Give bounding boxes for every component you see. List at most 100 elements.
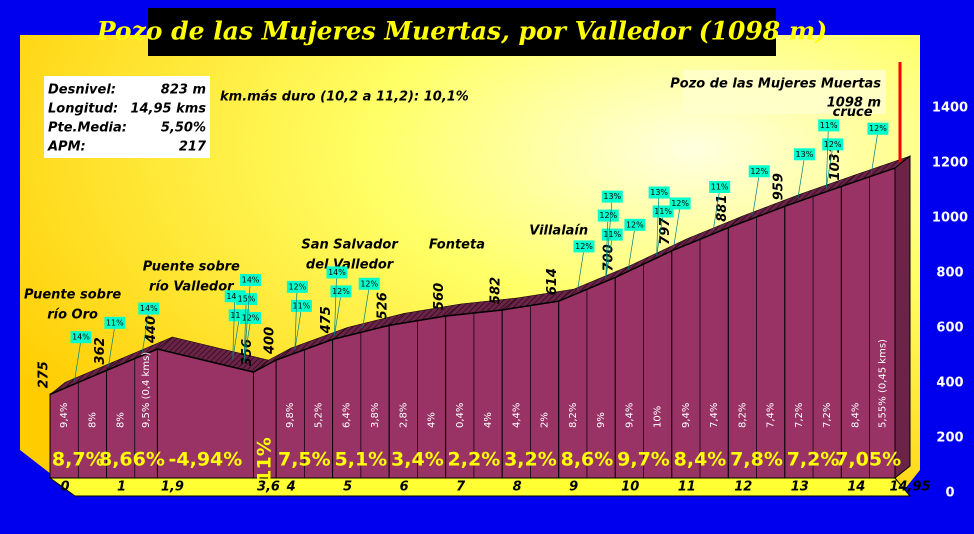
- tag-label: 14%: [72, 333, 90, 342]
- half-grade: 9%: [596, 412, 607, 428]
- half-grade: 2%: [540, 412, 551, 428]
- tag-label: 13%: [603, 192, 621, 201]
- elevation-label: 614: [545, 268, 560, 295]
- tag-label: 11%: [106, 318, 124, 327]
- tag-leader: [577, 252, 584, 291]
- tag-leader: [243, 323, 251, 363]
- tag-label: 12%: [626, 220, 644, 229]
- tag-leader: [871, 134, 878, 173]
- summit-label: Pozo de las Mujeres Muertas: [670, 77, 881, 92]
- stat-label: Pte.Media:: [48, 121, 127, 136]
- tag-box: [286, 280, 308, 293]
- x-tick-label: 4: [286, 480, 296, 495]
- tag-box: [236, 293, 258, 306]
- y-tick-label: 600: [936, 321, 963, 336]
- half-grade: 8,4%: [850, 403, 861, 428]
- tag-leader: [294, 292, 298, 350]
- y-tick-label: 1000: [932, 211, 968, 226]
- section-grade: 8,66%: [99, 449, 165, 471]
- stat-label: Desnivel:: [48, 83, 116, 98]
- tag-leader: [605, 240, 613, 279]
- x-tick-label: 11: [678, 480, 696, 495]
- y-tick-label: 1200: [932, 156, 968, 171]
- x-tick-label: 7: [456, 480, 466, 495]
- tag-leader: [752, 177, 760, 216]
- half-grade: 9,5% (0,4 kms): [141, 352, 152, 428]
- elevation-label: 400: [263, 327, 278, 355]
- tag-label: 11%: [230, 311, 248, 320]
- half-grade: 2,8%: [398, 403, 409, 428]
- section-grade: 8,7%: [52, 449, 105, 471]
- tag-box: [818, 119, 840, 132]
- tag-leader: [673, 209, 680, 248]
- x-tick-label: 0: [60, 480, 69, 495]
- tag-box: [669, 197, 691, 210]
- tag-leader: [74, 343, 81, 382]
- elevation-label: 475: [319, 306, 334, 334]
- tag-box: [793, 148, 815, 161]
- tag-leader: [141, 314, 149, 353]
- elevation-label: 959: [771, 173, 786, 200]
- elevation-label: 440: [144, 316, 159, 344]
- elevation-label: 582: [489, 277, 504, 304]
- stat-value: 14,95 kms: [130, 102, 206, 117]
- tag-label: 12%: [750, 167, 768, 176]
- tag-label: 13%: [796, 150, 814, 159]
- section-grade: 5,1%: [335, 449, 388, 471]
- tag-leader: [712, 192, 720, 232]
- tag-label: 12%: [289, 282, 307, 291]
- chart-title: Pozo de las Mujeres Muertas, por Valledo…: [96, 17, 827, 46]
- half-grade: 4%: [427, 412, 438, 428]
- stats-box: [44, 76, 210, 158]
- summit-box: [683, 70, 886, 114]
- tag-box: [597, 209, 619, 222]
- half-grade: 9,4%: [624, 403, 635, 428]
- half-grade: 10%: [653, 406, 664, 428]
- elevation-label: 362: [93, 337, 108, 364]
- tag-box: [601, 190, 623, 203]
- tag-label: 12%: [671, 199, 689, 208]
- tag-label: 14%: [242, 276, 260, 285]
- half-grade: 7,2%: [794, 403, 805, 428]
- tag-leader: [605, 221, 609, 279]
- side-face: [894, 155, 911, 480]
- half-grade: 8,2%: [568, 403, 579, 428]
- section-grade: 3,4%: [391, 449, 444, 471]
- y-tick-label: 200: [936, 431, 963, 446]
- half-grade: 9,4%: [59, 403, 70, 428]
- title-box: [148, 8, 776, 56]
- tag-leader: [656, 198, 659, 256]
- section-grade: 7,5%: [278, 449, 331, 471]
- tag-label: 12%: [332, 287, 350, 296]
- y-tick-label: 400: [936, 376, 963, 391]
- tag-label: 11%: [603, 230, 621, 239]
- place-label: Puente sobre: [24, 287, 121, 302]
- x-tick-label: 14: [847, 480, 865, 495]
- note: km.más duro (10,2 a 11,2): 10,1%: [220, 90, 469, 105]
- section-grade: 7,05%: [835, 449, 901, 471]
- elevation-label: 881: [715, 195, 730, 222]
- x-tick-label: 9: [569, 480, 578, 495]
- section-grade: 11%: [253, 437, 275, 482]
- tag-leader: [334, 297, 341, 336]
- tag-label: 12%: [242, 314, 260, 323]
- tag-label: 11%: [654, 207, 672, 216]
- x-tick-label: 6: [400, 480, 409, 495]
- y-tick-label: 0: [945, 486, 954, 501]
- tag-box: [624, 218, 646, 231]
- tag-label: 12%: [824, 140, 842, 149]
- section-grade: 8,6%: [561, 449, 614, 471]
- x-tick-label: 12: [734, 480, 752, 495]
- tag-label: 13%: [650, 188, 668, 197]
- tag-label: 12%: [869, 124, 887, 133]
- tag-leader: [243, 305, 247, 363]
- tag-leader: [243, 285, 251, 363]
- elevation-label: 275: [37, 361, 52, 388]
- tag-label: 11%: [711, 182, 729, 191]
- tag-box: [240, 274, 262, 287]
- section-grade: 3,2%: [504, 449, 557, 471]
- section-grade: -4,94%: [169, 449, 243, 471]
- tag-label: 12%: [360, 279, 378, 288]
- half-grade: 9,8%: [285, 403, 296, 428]
